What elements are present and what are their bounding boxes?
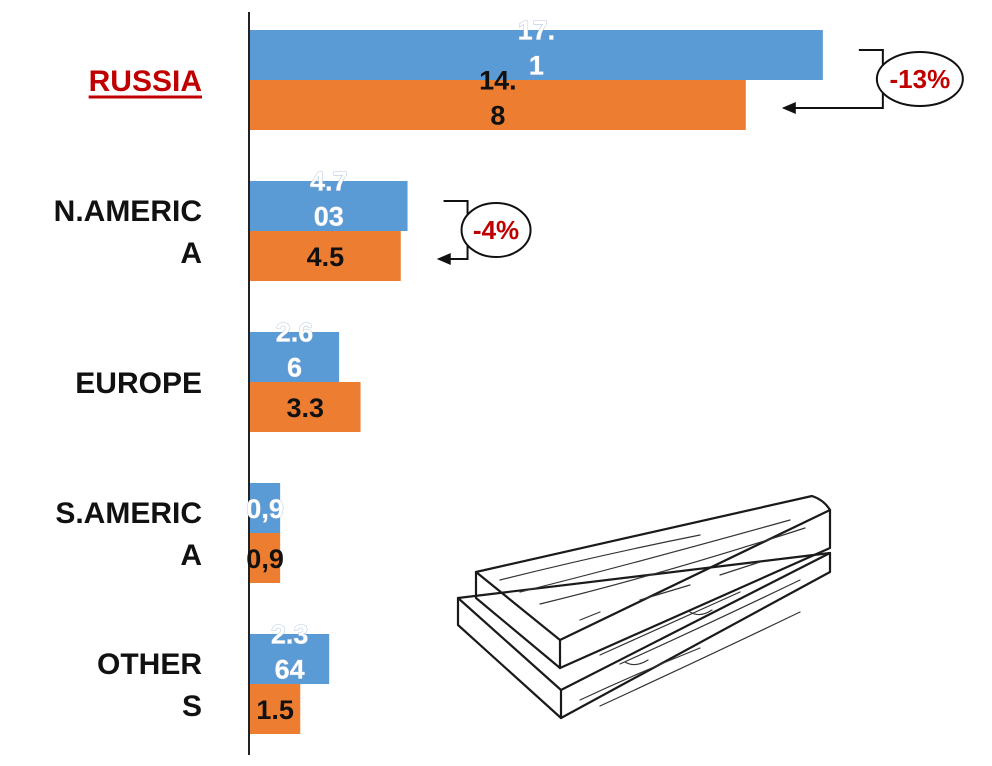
category-label-n-america: N.AMERIC — [54, 195, 202, 228]
value-label-n-america-series-1: 03 — [314, 202, 344, 232]
value-label-europe-series-1: 2.6 — [276, 318, 314, 348]
value-label-others-series-1: 2.3 — [271, 620, 309, 650]
bar-europe-series-2 — [250, 382, 361, 432]
bar-s-america-series-1 — [250, 483, 281, 533]
bar-n-america-series-1 — [250, 181, 408, 231]
value-label-russia-series-2: 8 — [490, 101, 505, 131]
category-label-n-america: A — [180, 237, 202, 270]
category-label-others: OTHER — [97, 648, 202, 681]
category-label-russia: RUSSIA — [89, 65, 202, 98]
bar-russia-series-1 — [250, 30, 823, 80]
value-label-s-america-series-1: 0,9 — [246, 494, 284, 524]
value-label-russia-series-1: 17. — [518, 16, 556, 46]
wood-planks-illustration — [456, 494, 832, 720]
change-callout-bubble — [460, 202, 532, 258]
category-label-others: S — [182, 690, 202, 723]
arrow-head-icon — [436, 253, 451, 265]
change-callout-bubble — [875, 51, 964, 107]
value-label-s-america-series-2: 0,9 — [246, 544, 284, 574]
change-annotation-russia: -13% — [781, 49, 964, 114]
value-label-n-america-series-1: 4.7 — [310, 167, 348, 197]
bars-layer — [250, 30, 823, 734]
bar-europe-series-1 — [250, 332, 340, 382]
value-label-n-america-series-2: 4.5 — [307, 242, 345, 272]
bar-others-series-2 — [250, 684, 301, 734]
bar-s-america-series-2 — [250, 533, 281, 583]
arrow-head-icon — [781, 102, 796, 114]
bar-n-america-series-2 — [250, 231, 401, 281]
value-label-others-series-1: 64 — [275, 655, 305, 685]
category-label-s-america: A — [180, 539, 202, 572]
annotations-layer: -13% -4% — [436, 49, 964, 265]
value-label-others-series-2: 1.5 — [256, 695, 294, 725]
change-callout-text: -4% — [473, 215, 519, 245]
value-label-europe-series-2: 3.3 — [287, 393, 325, 423]
category-label-europe: EUROPE — [75, 367, 202, 400]
change-annotation-n-america: -4% — [436, 200, 532, 265]
labels-layer: 17. 1 4.7 03 2.6 6 0,9 2.3 64 14. 8 4.5 3.3 0,9 1.5 RUS… — [54, 15, 556, 725]
change-callout-text: -13% — [889, 64, 950, 94]
value-label-europe-series-1: 6 — [287, 353, 302, 383]
bar-others-series-1 — [250, 634, 330, 684]
value-label-russia-series-2: 14. — [479, 66, 517, 96]
bar-russia-series-2 — [250, 80, 746, 130]
value-label-russia-series-1: 1 — [529, 51, 544, 81]
category-label-s-america: S.AMERIC — [55, 497, 202, 530]
